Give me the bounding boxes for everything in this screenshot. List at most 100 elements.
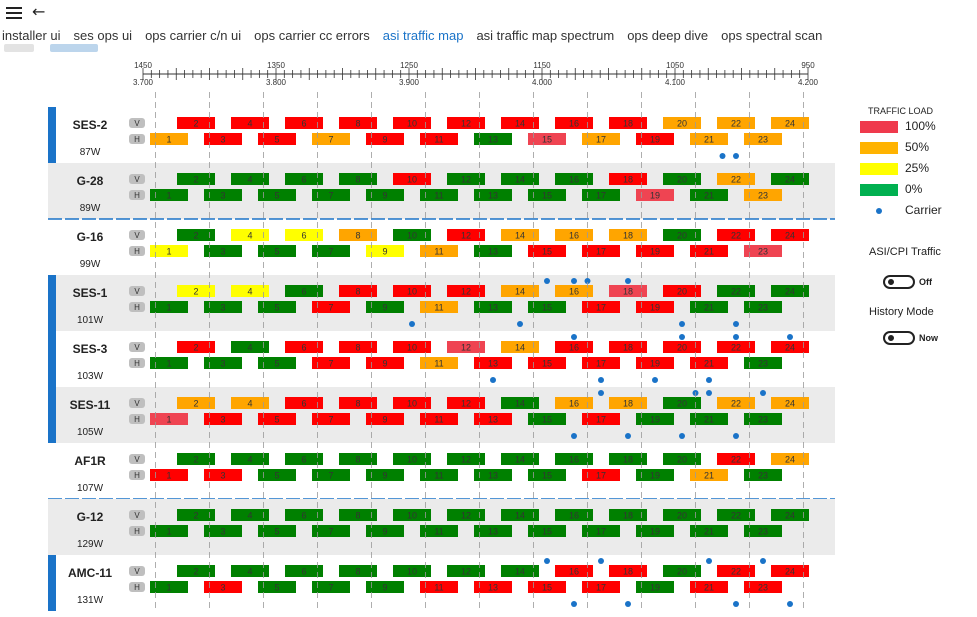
axis-top-tick-label: 1350 [267, 61, 285, 70]
tab-ops-carrier-cc-errors[interactable]: ops carrier cc errors [254, 28, 370, 43]
channel-number: 16 [569, 343, 579, 353]
tab-ses-ops-ui[interactable]: ses ops ui [73, 28, 133, 43]
asi-traffic-toggle[interactable] [883, 275, 915, 289]
tab-ops-deep-dive[interactable]: ops deep dive [627, 28, 709, 43]
channel-block-h11 [420, 189, 458, 201]
channel-number: 14 [515, 343, 525, 353]
hamburger-icon[interactable] [6, 7, 22, 19]
channel-number: 11 [434, 303, 443, 313]
channel-number: 18 [623, 343, 633, 353]
channel-block-v18 [609, 565, 647, 577]
channel-number: 4 [247, 287, 252, 297]
tab-installer-ui[interactable]: installer ui [2, 28, 61, 43]
channel-block-v16 [555, 397, 593, 409]
tab-asi-traffic-map[interactable]: asi traffic map [382, 28, 464, 43]
carrier-dot [733, 601, 739, 607]
channel-number: 17 [596, 471, 606, 481]
back-arrow-icon[interactable]: ← [32, 2, 46, 21]
channel-number: 11 [434, 247, 443, 257]
channel-number: 12 [461, 455, 471, 465]
satellite-power: 107W [77, 483, 104, 494]
channel-number: 19 [650, 415, 660, 425]
channel-block-v6 [285, 509, 323, 521]
channel-block-v24 [771, 229, 809, 241]
channel-number: 11 [434, 135, 443, 145]
history-mode-toggle[interactable] [883, 331, 915, 345]
tab-subtitle-placeholder [4, 44, 34, 52]
tab-ops-spectral-scan[interactable]: ops spectral scan [721, 28, 823, 43]
polarization-badge [129, 286, 145, 296]
channel-number: 8 [355, 343, 360, 353]
channel-block-h3 [204, 245, 242, 257]
channel-number: 4 [247, 175, 252, 185]
carrier-dot [490, 377, 496, 383]
satellite-name: SES-11 [70, 398, 111, 412]
channel-block-h15 [528, 189, 566, 201]
legend-swatch-25 [860, 163, 898, 175]
tab-ops-carrier-c-n-ui[interactable]: ops carrier c/n ui [145, 28, 242, 43]
axis-top-tick-label: 1150 [533, 61, 551, 70]
channel-block-h19 [636, 133, 674, 145]
channel-block-v16 [555, 453, 593, 465]
channel-block-v10 [393, 117, 431, 129]
channel-block-v22 [717, 117, 755, 129]
channel-number: 5 [274, 527, 279, 537]
channel-block-v18 [609, 173, 647, 185]
channel-block-v16 [555, 509, 593, 521]
channel-number: 9 [382, 471, 387, 481]
channel-block-v18 [609, 117, 647, 129]
channel-block-v18 [609, 509, 647, 521]
channel-block-v2 [177, 117, 215, 129]
channel-number: 6 [301, 231, 306, 241]
channel-block-h13 [474, 581, 512, 593]
legend-title: TRAFFIC LOAD [868, 106, 934, 116]
channel-number: 20 [677, 287, 687, 297]
channel-number: 2 [193, 399, 198, 409]
channel-block-v24 [771, 117, 809, 129]
channel-number: 11 [434, 415, 443, 425]
channel-number: 8 [355, 455, 360, 465]
channel-number: 21 [704, 471, 714, 481]
tab-asi-traffic-map-spectrum[interactable]: asi traffic map spectrum [476, 28, 615, 43]
channel-number: 13 [488, 583, 498, 593]
channel-block-h1 [150, 469, 188, 481]
polarization-label: H [134, 191, 140, 200]
legend-label-100: 100% [905, 119, 936, 133]
channel-block-h3 [204, 301, 242, 313]
polarization-badge [129, 342, 145, 352]
channel-block-h17 [582, 133, 620, 145]
channel-block-v8 [339, 285, 377, 297]
channel-block-v20 [663, 341, 701, 353]
channel-number: 14 [515, 567, 525, 577]
channel-number: 15 [542, 527, 552, 537]
channel-block-v6 [285, 173, 323, 185]
channel-block-h19 [636, 469, 674, 481]
channel-number: 16 [569, 511, 579, 521]
channel-block-v16 [555, 285, 593, 297]
channel-number: 1 [166, 583, 171, 593]
channel-block-v10 [393, 341, 431, 353]
axis-bottom-tick-label: 3.700 [133, 78, 154, 87]
channel-block-v20 [663, 117, 701, 129]
legend-swatch-100 [860, 121, 898, 133]
channel-number: 2 [193, 511, 198, 521]
channel-number: 2 [193, 343, 198, 353]
channel-block-h17 [582, 469, 620, 481]
legend: TRAFFIC LOAD 100% 50% 25% 0% Carrier [858, 106, 970, 221]
channel-number: 8 [355, 399, 360, 409]
polarization-badge [129, 302, 145, 312]
channel-number: 23 [758, 359, 768, 369]
channel-number: 9 [382, 527, 387, 537]
channel-block-h21 [690, 469, 728, 481]
channel-block-v4 [231, 397, 269, 409]
channel-number: 4 [247, 455, 252, 465]
polarization-label: V [134, 287, 140, 296]
legend-item-50: 50% [858, 139, 970, 158]
channel-number: 16 [569, 119, 579, 129]
satellite-name: G-12 [77, 510, 104, 524]
channel-block-v2 [177, 509, 215, 521]
channel-number: 15 [542, 415, 552, 425]
satellite-power: 101W [77, 315, 104, 326]
channel-number: 17 [596, 359, 606, 369]
